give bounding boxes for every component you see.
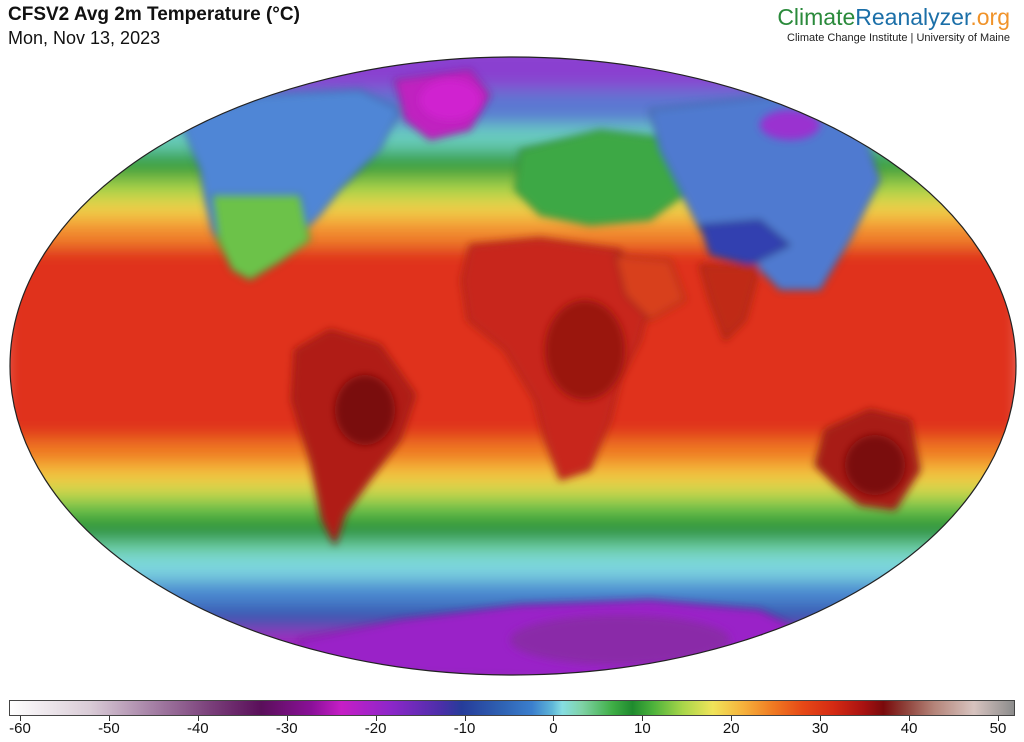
map-outline [9, 56, 1017, 676]
colorbar-tick [375, 716, 377, 721]
india [699, 264, 761, 341]
colorbar-tick [108, 716, 110, 721]
colorbar-tick [553, 716, 555, 721]
brand-affiliation: Climate Change Institute | University of… [787, 32, 1010, 44]
colorbar-tick-label: 40 [900, 720, 918, 737]
brand-part-3: .org [970, 4, 1010, 30]
arabia [614, 254, 686, 321]
brand-logo[interactable]: ClimateReanalyzer.org [777, 4, 1010, 31]
tibet [699, 219, 791, 266]
colorbar-tick [909, 716, 911, 721]
colorbar-tick-label: -10 [453, 720, 476, 737]
map-title: CFSV2 Avg 2m Temperature (°C) [8, 4, 300, 25]
colorbar-tick [998, 716, 999, 721]
colorbar-tick-label: -60 [9, 720, 31, 737]
brand-part-2: Reanalyzer [855, 4, 971, 30]
colorbar-tick-label: 10 [634, 720, 651, 737]
map-date: Mon, Nov 13, 2023 [8, 28, 161, 48]
colorbar-tick-label: -40 [186, 720, 209, 737]
colorbar-tick [20, 716, 21, 721]
color-scale-bar [9, 700, 1015, 716]
colorbar-tick [820, 716, 822, 721]
brand-part-1: Climate [777, 4, 856, 30]
colorbar-tick-label: -50 [98, 720, 120, 737]
colorbar-tick-label: -30 [275, 720, 298, 737]
colorbar-tick [197, 716, 199, 721]
north-america-south [211, 194, 311, 281]
europe [514, 129, 691, 226]
colorbar-tick [464, 716, 466, 721]
colorbar-tick-label: 30 [811, 720, 829, 737]
colorbar-tick-label: -20 [364, 720, 387, 737]
colorbar-tick-label: 0 [549, 720, 558, 737]
colorbar-tick-label: 20 [722, 720, 740, 737]
colorbar-tick [286, 716, 288, 721]
colorbar-tick-label: 50 [989, 720, 1007, 737]
colorbar-tick [642, 716, 644, 721]
colorbar-tick [731, 716, 733, 721]
hot-spots [335, 80, 905, 665]
